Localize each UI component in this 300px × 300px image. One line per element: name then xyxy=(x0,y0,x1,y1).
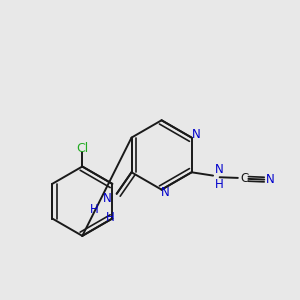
Text: C: C xyxy=(240,172,249,185)
Text: N: N xyxy=(191,128,200,141)
Text: H: H xyxy=(90,203,99,216)
Text: N: N xyxy=(160,186,169,200)
Text: N: N xyxy=(215,164,224,176)
Text: H: H xyxy=(106,212,114,224)
Text: N: N xyxy=(102,192,111,205)
Text: N: N xyxy=(266,173,274,186)
Text: H: H xyxy=(215,178,224,191)
Text: Cl: Cl xyxy=(76,142,88,155)
